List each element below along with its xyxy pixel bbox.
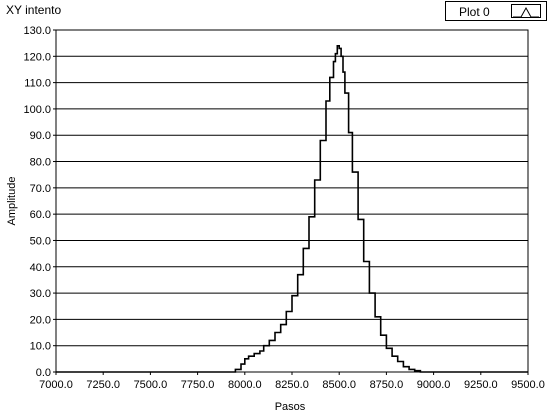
y-tick-label: 50.0 [30,235,51,247]
y-axis-label: Amplitude [6,177,18,226]
x-tick-label: 9000.0 [417,379,451,391]
x-tick-label: 7500.0 [134,379,168,391]
x-axis-ticks: 7000.0 7250.0 7500.0 7750.0 8000.0 8250.0 8500… [39,372,545,391]
y-tick-label: 20.0 [30,314,51,326]
y-tick-label: 110.0 [24,78,51,90]
x-tick-label: 9250.0 [464,379,498,391]
series-line-plot-0 [56,45,528,373]
y-tick-label: 90.0 [30,130,51,142]
x-tick-label: 8500.0 [322,379,356,391]
x-tick-label: 9500.0 [511,379,545,391]
x-tick-label: 8750.0 [370,379,404,391]
x-axis-label: Pasos [275,401,306,413]
x-tick-label: 7250.0 [86,379,120,391]
y-tick-label: 40.0 [30,262,51,274]
y-tick-label: 0.0 [36,367,51,379]
legend-label: Plot 0 [459,5,490,19]
x-tick-label: 7000.0 [39,379,73,391]
legend-swatch-icon[interactable] [511,4,541,18]
y-tick-label: 100.0 [23,104,51,116]
plot-frame [55,29,529,373]
y-tick-label: 30.0 [30,288,51,300]
y-axis-ticks: 0.0 10.0 20.0 30.0 40.0 50.0 60.0 70.0 80.0 90.0 1… [23,25,56,379]
legend-line-icon [513,6,539,18]
y-tick-label: 70.0 [30,183,51,195]
y-tick-label: 10.0 [30,341,51,353]
chart-title: XY intento [6,3,62,17]
y-tick-label: 60.0 [30,209,51,221]
legend[interactable]: Plot 0 [445,1,547,21]
grid-lines [56,29,528,373]
x-tick-label: 7750.0 [181,379,215,391]
y-tick-label: 130.0 [23,25,51,37]
x-tick-label: 8000.0 [228,379,262,391]
y-tick-label: 80.0 [30,157,51,169]
y-tick-label: 120.0 [23,51,51,63]
x-tick-label: 8250.0 [275,379,309,391]
